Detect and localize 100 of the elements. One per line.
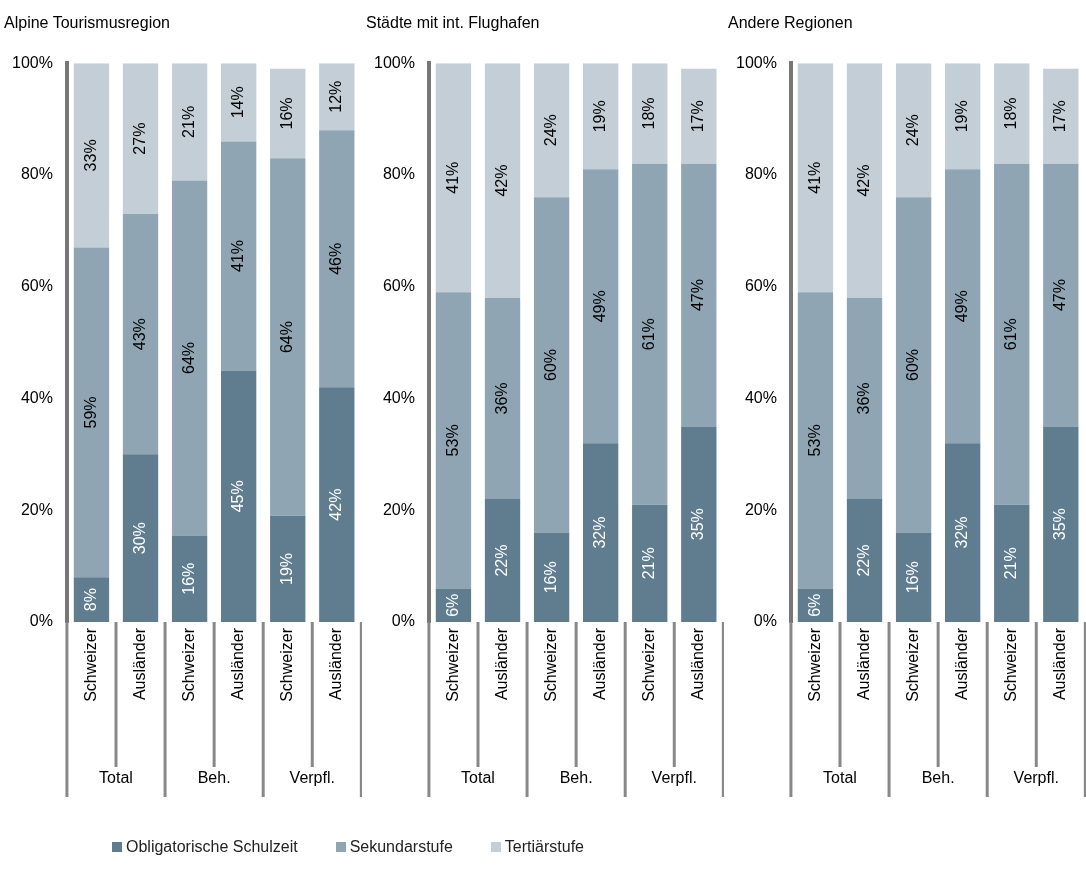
data-label: 47% — [689, 279, 707, 312]
y-tick-label: 40% — [744, 388, 777, 406]
bar — [994, 504, 1030, 622]
bar — [895, 197, 932, 533]
data-label: 47% — [1051, 279, 1069, 312]
y-tick-label: 40% — [20, 388, 53, 406]
x-tick-label: Schweizer — [805, 627, 823, 702]
text: Total — [461, 769, 495, 787]
y-tick-label: 80% — [744, 165, 777, 183]
data-label: 60% — [542, 348, 559, 381]
legend-label: Tertiärstufe — [503, 838, 584, 856]
text: Beh. — [197, 769, 231, 787]
legend-label: Sekundarstufe — [348, 838, 453, 856]
bar — [435, 63, 472, 293]
data-label: 17% — [1051, 100, 1069, 133]
bar — [221, 370, 257, 622]
data-label: 41% — [805, 161, 823, 194]
data-label: 22% — [492, 544, 510, 577]
bar — [632, 504, 668, 622]
x-tick-label: Schweizer — [180, 627, 197, 702]
bar — [681, 163, 717, 427]
y-tick-label: 0% — [29, 612, 53, 630]
bar — [846, 297, 883, 500]
y-tick-label: 40% — [382, 388, 415, 406]
bar — [583, 169, 619, 444]
chart-title: Alpine Tourismusregion — [4, 14, 171, 32]
text: Beh. — [921, 769, 955, 787]
bar — [484, 499, 521, 622]
data-label: 64% — [180, 341, 197, 374]
bar — [221, 141, 257, 371]
data-label: 36% — [492, 382, 510, 415]
legend-label: Obligatorische Schulzeit — [125, 838, 298, 856]
bar — [533, 197, 570, 533]
x-tick-label: Schweizer — [904, 627, 921, 702]
bar — [270, 515, 306, 622]
bar — [484, 297, 521, 500]
bar — [583, 63, 619, 170]
text: Total — [99, 769, 133, 787]
text: Verpfl. — [1013, 769, 1059, 787]
data-label: 21% — [180, 105, 197, 138]
data-label: 19% — [591, 100, 609, 133]
data-label: 35% — [689, 508, 707, 541]
y-tick-label: 20% — [382, 500, 415, 518]
data-label: 42% — [327, 488, 345, 521]
data-label: 18% — [1002, 97, 1020, 130]
data-label: 22% — [854, 544, 872, 577]
y-tick-label: 100% — [736, 53, 777, 71]
data-label: 61% — [1002, 318, 1020, 351]
data-label: 46% — [327, 242, 345, 275]
data-label: 43% — [130, 318, 148, 351]
bar — [846, 499, 883, 622]
data-label: 41% — [443, 161, 461, 194]
bar — [484, 63, 521, 298]
bar — [73, 63, 110, 248]
y-tick-label: 20% — [20, 500, 53, 518]
x-tick-label: Ausländer — [492, 627, 510, 701]
x-tick-label: Schweizer — [1002, 627, 1020, 702]
bar — [171, 180, 208, 536]
data-label: 53% — [443, 424, 461, 457]
text: Verpfl. — [651, 769, 697, 787]
data-label: 41% — [229, 239, 247, 272]
bar — [122, 63, 159, 215]
bar — [270, 68, 306, 159]
data-label: 35% — [1051, 508, 1069, 541]
x-tick-label: Ausländer — [1051, 627, 1069, 701]
text: Beh. — [559, 769, 593, 787]
data-label: 59% — [81, 396, 99, 429]
data-label: 16% — [904, 561, 921, 594]
data-label: 6% — [805, 593, 823, 617]
data-label: 24% — [542, 114, 559, 147]
data-label: 8% — [81, 588, 99, 612]
bar — [994, 163, 1030, 505]
y-tick-label: 80% — [20, 165, 53, 183]
data-label: 12% — [327, 80, 345, 113]
data-label: 60% — [904, 348, 921, 381]
data-label: 6% — [443, 593, 461, 617]
x-tick-label: Ausländer — [130, 627, 148, 701]
bar — [681, 426, 717, 622]
data-label: 16% — [278, 97, 296, 130]
x-tick-label: Schweizer — [278, 627, 296, 702]
x-tick-label: Schweizer — [542, 627, 559, 702]
x-tick-label: Ausländer — [953, 627, 971, 701]
bar — [945, 443, 981, 622]
x-tick-label: Ausländer — [689, 627, 707, 701]
bar — [895, 532, 932, 622]
y-tick-label: 100% — [12, 53, 53, 71]
y-tick-label: 60% — [20, 277, 53, 295]
x-tick-label: Schweizer — [81, 627, 99, 702]
x-tick-label: Ausländer — [591, 627, 609, 701]
bar — [945, 63, 981, 170]
bar — [319, 130, 355, 388]
data-label: 64% — [278, 321, 296, 354]
bar — [319, 387, 355, 622]
x-tick-label: Ausländer — [327, 627, 345, 701]
y-tick-label: 100% — [374, 53, 415, 71]
data-label: 49% — [591, 290, 609, 323]
data-label: 45% — [229, 480, 247, 513]
bar — [1043, 426, 1079, 622]
data-label: 32% — [591, 516, 609, 549]
data-label: 42% — [854, 164, 872, 197]
